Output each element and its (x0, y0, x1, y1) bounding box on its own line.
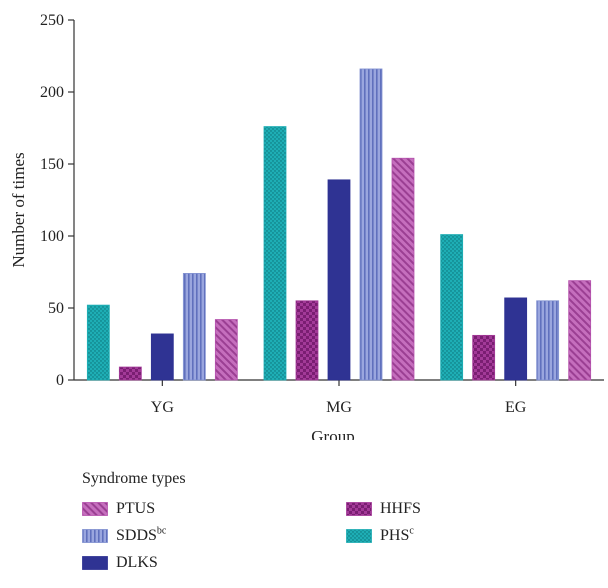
bar-sdds-eg (536, 300, 560, 381)
bar-dlks-mg (327, 179, 351, 381)
x-tick-label-mg: MG (326, 399, 352, 416)
legend-swatch-phs (346, 529, 372, 543)
bars (86, 68, 592, 381)
legend-item-dlks: DLKS (82, 553, 158, 573)
x-tick-label-yg: YG (151, 399, 175, 416)
bar-dlks-eg (504, 297, 528, 381)
bar-sdds-mg (359, 68, 383, 381)
y-tick-label: 100 (40, 228, 64, 245)
bar-hhfs-yg (118, 366, 142, 381)
legend-swatch-sdds (82, 529, 108, 543)
legend-superscript: bc (156, 525, 167, 537)
x-tick-label-eg: EG (505, 399, 527, 416)
bar-phs-eg (440, 234, 464, 381)
bar-hhfs-eg (472, 334, 496, 381)
y-tick-label: 0 (56, 372, 64, 389)
bar-phs-mg (263, 126, 287, 381)
legend-label-phs: PHSc (380, 525, 414, 544)
legend-item-ptus: PTUS (82, 499, 155, 519)
bar-ptus-eg (568, 280, 592, 381)
bar-chart: 0 50 100 150 200 250 YG MG EG Group Number of time… (9, 12, 604, 446)
x-axis-title: Group (311, 427, 354, 440)
legend-label-ptus: PTUS (116, 500, 156, 517)
bar-ptus-mg (391, 157, 415, 381)
y-tick-label: 150 (40, 156, 64, 173)
bar-hhfs-mg (295, 300, 319, 381)
legend-superscript: c (409, 525, 414, 537)
y-tick-label: 200 (40, 84, 64, 101)
legend-item-phs: PHSc (346, 526, 414, 546)
bar-dlks-yg (150, 333, 174, 381)
legend-swatch-hhfs (346, 502, 372, 516)
legend-label-dlks: DLKS (116, 554, 158, 571)
legend-title: Syndrome types (82, 470, 186, 487)
y-tick-label: 250 (40, 12, 64, 29)
bar-phs-yg (86, 304, 110, 381)
y-tick-label: 50 (48, 300, 64, 317)
legend-swatch-ptus (82, 502, 108, 516)
bar-ptus-yg (214, 319, 238, 381)
legend-swatch-dlks (82, 556, 108, 570)
legend-item-hhfs: HHFS (346, 499, 421, 519)
y-axis-title: Number of times (9, 152, 28, 267)
legend-item-sdds: SDDSbc (82, 526, 166, 546)
legend-label-sdds: SDDSbc (116, 525, 167, 544)
legend-label-hhfs: HHFS (380, 500, 421, 517)
bar-sdds-yg (182, 273, 206, 381)
